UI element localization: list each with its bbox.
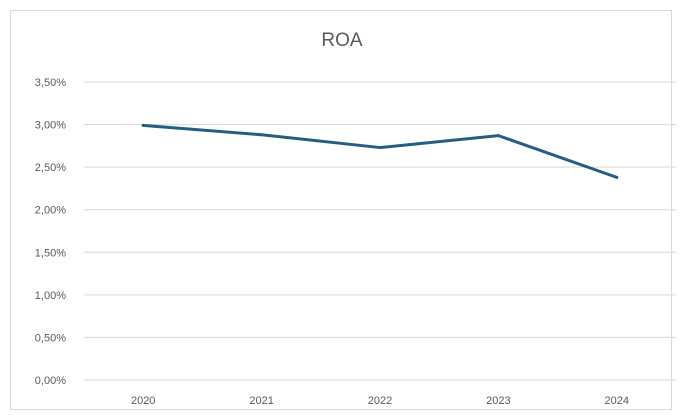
data-point — [615, 175, 619, 179]
chart-title: ROA — [321, 30, 363, 51]
gridlines — [84, 81, 676, 381]
x-tick-label: 2022 — [368, 395, 392, 407]
y-axis: 0,00% 0,50% 1,00% 1,50% 2,00% 2,50% 3,00% 3,50% — [35, 77, 66, 387]
data-point — [141, 123, 145, 127]
x-axis: 2020 2021 2022 2023 2024 — [131, 395, 629, 407]
x-tick-label: 2021 — [249, 395, 273, 407]
y-tick-label: 3,50% — [35, 77, 66, 89]
y-tick-label: 2,50% — [35, 162, 66, 174]
x-tick-label: 2020 — [131, 395, 155, 407]
data-point — [260, 133, 264, 137]
y-tick-label: 1,00% — [35, 290, 66, 302]
series-layer — [141, 123, 619, 179]
data-point — [378, 146, 382, 150]
x-tick-label: 2023 — [486, 395, 510, 407]
y-tick-label: 1,50% — [35, 247, 66, 259]
y-tick-label: 0,50% — [35, 332, 66, 344]
y-tick-label: 2,00% — [35, 205, 66, 217]
x-tick-label: 2024 — [605, 395, 629, 407]
series-line — [141, 123, 619, 179]
y-tick-label: 3,00% — [35, 120, 66, 132]
y-tick-label: 0,00% — [35, 375, 66, 387]
data-point — [496, 134, 500, 138]
